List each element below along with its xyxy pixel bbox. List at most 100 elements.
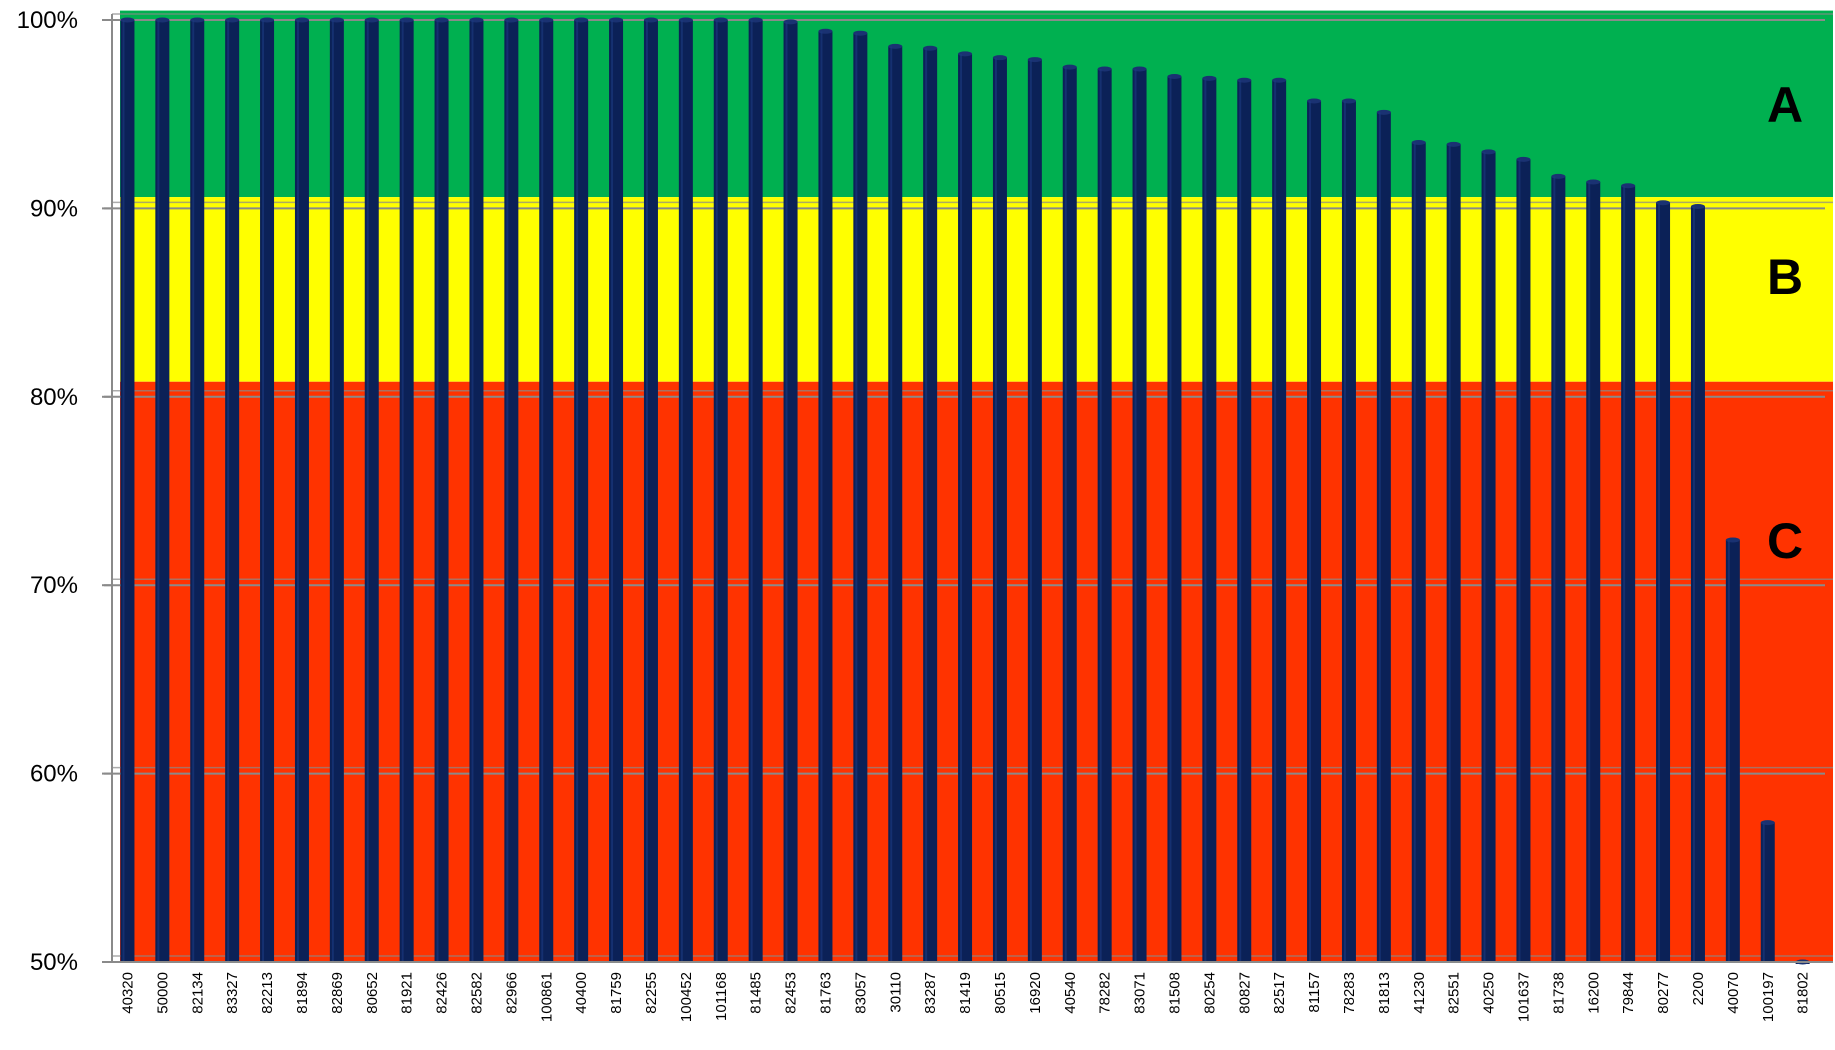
zone-labels: A B C [1767, 77, 1803, 569]
x-tick-label: 82551 [1446, 972, 1463, 1014]
bar-highlight [1309, 101, 1312, 962]
bar-highlight [1518, 159, 1521, 962]
x-tick-label: 81813 [1376, 972, 1393, 1014]
bar-highlight [1064, 67, 1067, 963]
x-tick-label: 82582 [468, 972, 485, 1014]
bar-highlight [785, 21, 788, 963]
bar [1202, 75, 1217, 963]
x-tick-label: 80652 [364, 972, 381, 1014]
x-tick-label: 83071 [1132, 972, 1149, 1014]
bar [1027, 57, 1042, 962]
bar [1725, 537, 1740, 962]
x-tick-label: 2200 [1690, 972, 1707, 1005]
x-tick-label: 81894 [294, 972, 311, 1014]
bar-highlight [1448, 144, 1451, 962]
x-tick-label: 82453 [783, 972, 800, 1014]
bar [1446, 141, 1461, 962]
bar [609, 17, 624, 962]
bar-highlight [855, 33, 858, 963]
x-tick-label: 79844 [1620, 972, 1637, 1014]
bar-highlight [890, 46, 893, 963]
x-tick-label: 101168 [713, 972, 730, 1021]
x-tick-label: 40540 [1062, 972, 1079, 1014]
bar-highlight [1343, 101, 1346, 962]
bar-highlight [1134, 68, 1137, 962]
bar [574, 17, 589, 962]
bar-highlight [1029, 59, 1032, 962]
bar-highlight [1483, 151, 1486, 962]
x-tick-label: 100861 [538, 972, 555, 1022]
x-tick-label: 80827 [1236, 972, 1253, 1014]
x-tick-label: 40250 [1481, 972, 1498, 1014]
x-tick-label: 81508 [1166, 972, 1183, 1014]
x-tick-label: 83057 [852, 972, 869, 1014]
bar-highlight [1692, 206, 1695, 963]
x-tick-label: 101637 [1515, 972, 1532, 1022]
x-tick-label: 82966 [503, 972, 520, 1014]
bar-highlight [1239, 80, 1242, 962]
bar-highlight [192, 20, 195, 962]
bar-highlight [1378, 112, 1381, 963]
y-tick-label: 70% [30, 572, 78, 599]
y-tick-label: 50% [30, 949, 78, 976]
bar-highlight [296, 20, 299, 962]
bar-highlight [925, 48, 928, 962]
bar [643, 17, 658, 962]
bar-highlight [541, 20, 544, 962]
bar [1411, 139, 1426, 962]
bar [364, 17, 379, 962]
x-tick-label: 81921 [399, 972, 416, 1014]
bar [853, 30, 868, 963]
bar-highlight [1727, 539, 1730, 962]
bar [1621, 183, 1636, 963]
bar-highlight [506, 20, 509, 962]
bar [992, 55, 1007, 963]
x-tick-label: 82426 [434, 972, 451, 1014]
bar [713, 17, 728, 962]
bar [888, 43, 903, 963]
bar [1690, 204, 1705, 963]
x-tick-label: 81419 [957, 972, 974, 1014]
bar-highlight [157, 20, 160, 962]
x-tick-label: 40400 [573, 972, 590, 1014]
y-tick-label: 80% [30, 384, 78, 411]
x-tick-label: 30110 [887, 972, 904, 1013]
x-tick-label: 82213 [259, 972, 276, 1014]
bar-highlight [1099, 68, 1102, 962]
bar [260, 17, 275, 962]
x-tick-label: 100197 [1760, 972, 1777, 1022]
bar [190, 17, 205, 962]
y-tick-label: 90% [30, 195, 78, 222]
x-tick-label: 40320 [119, 972, 136, 1014]
bar-highlight [994, 57, 997, 963]
bar-highlight [262, 20, 265, 962]
bar [294, 17, 309, 962]
bar [225, 17, 240, 962]
bar-highlight [227, 20, 230, 962]
x-tick-label: 80254 [1201, 972, 1218, 1014]
x-tick-label: 78282 [1097, 972, 1114, 1014]
bar-highlight [715, 20, 718, 962]
bar-highlight [122, 20, 125, 962]
x-tick-label: 81738 [1550, 972, 1567, 1014]
bar-highlight [366, 20, 369, 962]
bar-highlight [680, 20, 683, 962]
bar [783, 19, 798, 963]
zone-label-a: A [1767, 77, 1803, 133]
x-tick-label: 83287 [922, 972, 939, 1014]
x-tick-label: 83327 [224, 972, 241, 1014]
bar [1341, 98, 1356, 962]
axes [102, 14, 1833, 963]
bar [1760, 820, 1775, 962]
x-tick-label: 82517 [1271, 972, 1288, 1014]
bar-highlight [750, 20, 753, 962]
bar-highlight [1204, 78, 1207, 963]
bar-highlight [401, 20, 404, 962]
bar [120, 17, 135, 962]
bar [539, 17, 554, 962]
bar [748, 17, 763, 962]
bar-highlight [471, 20, 474, 962]
x-tick-label: 82134 [189, 972, 206, 1014]
x-tick-label: 16200 [1585, 972, 1602, 1014]
